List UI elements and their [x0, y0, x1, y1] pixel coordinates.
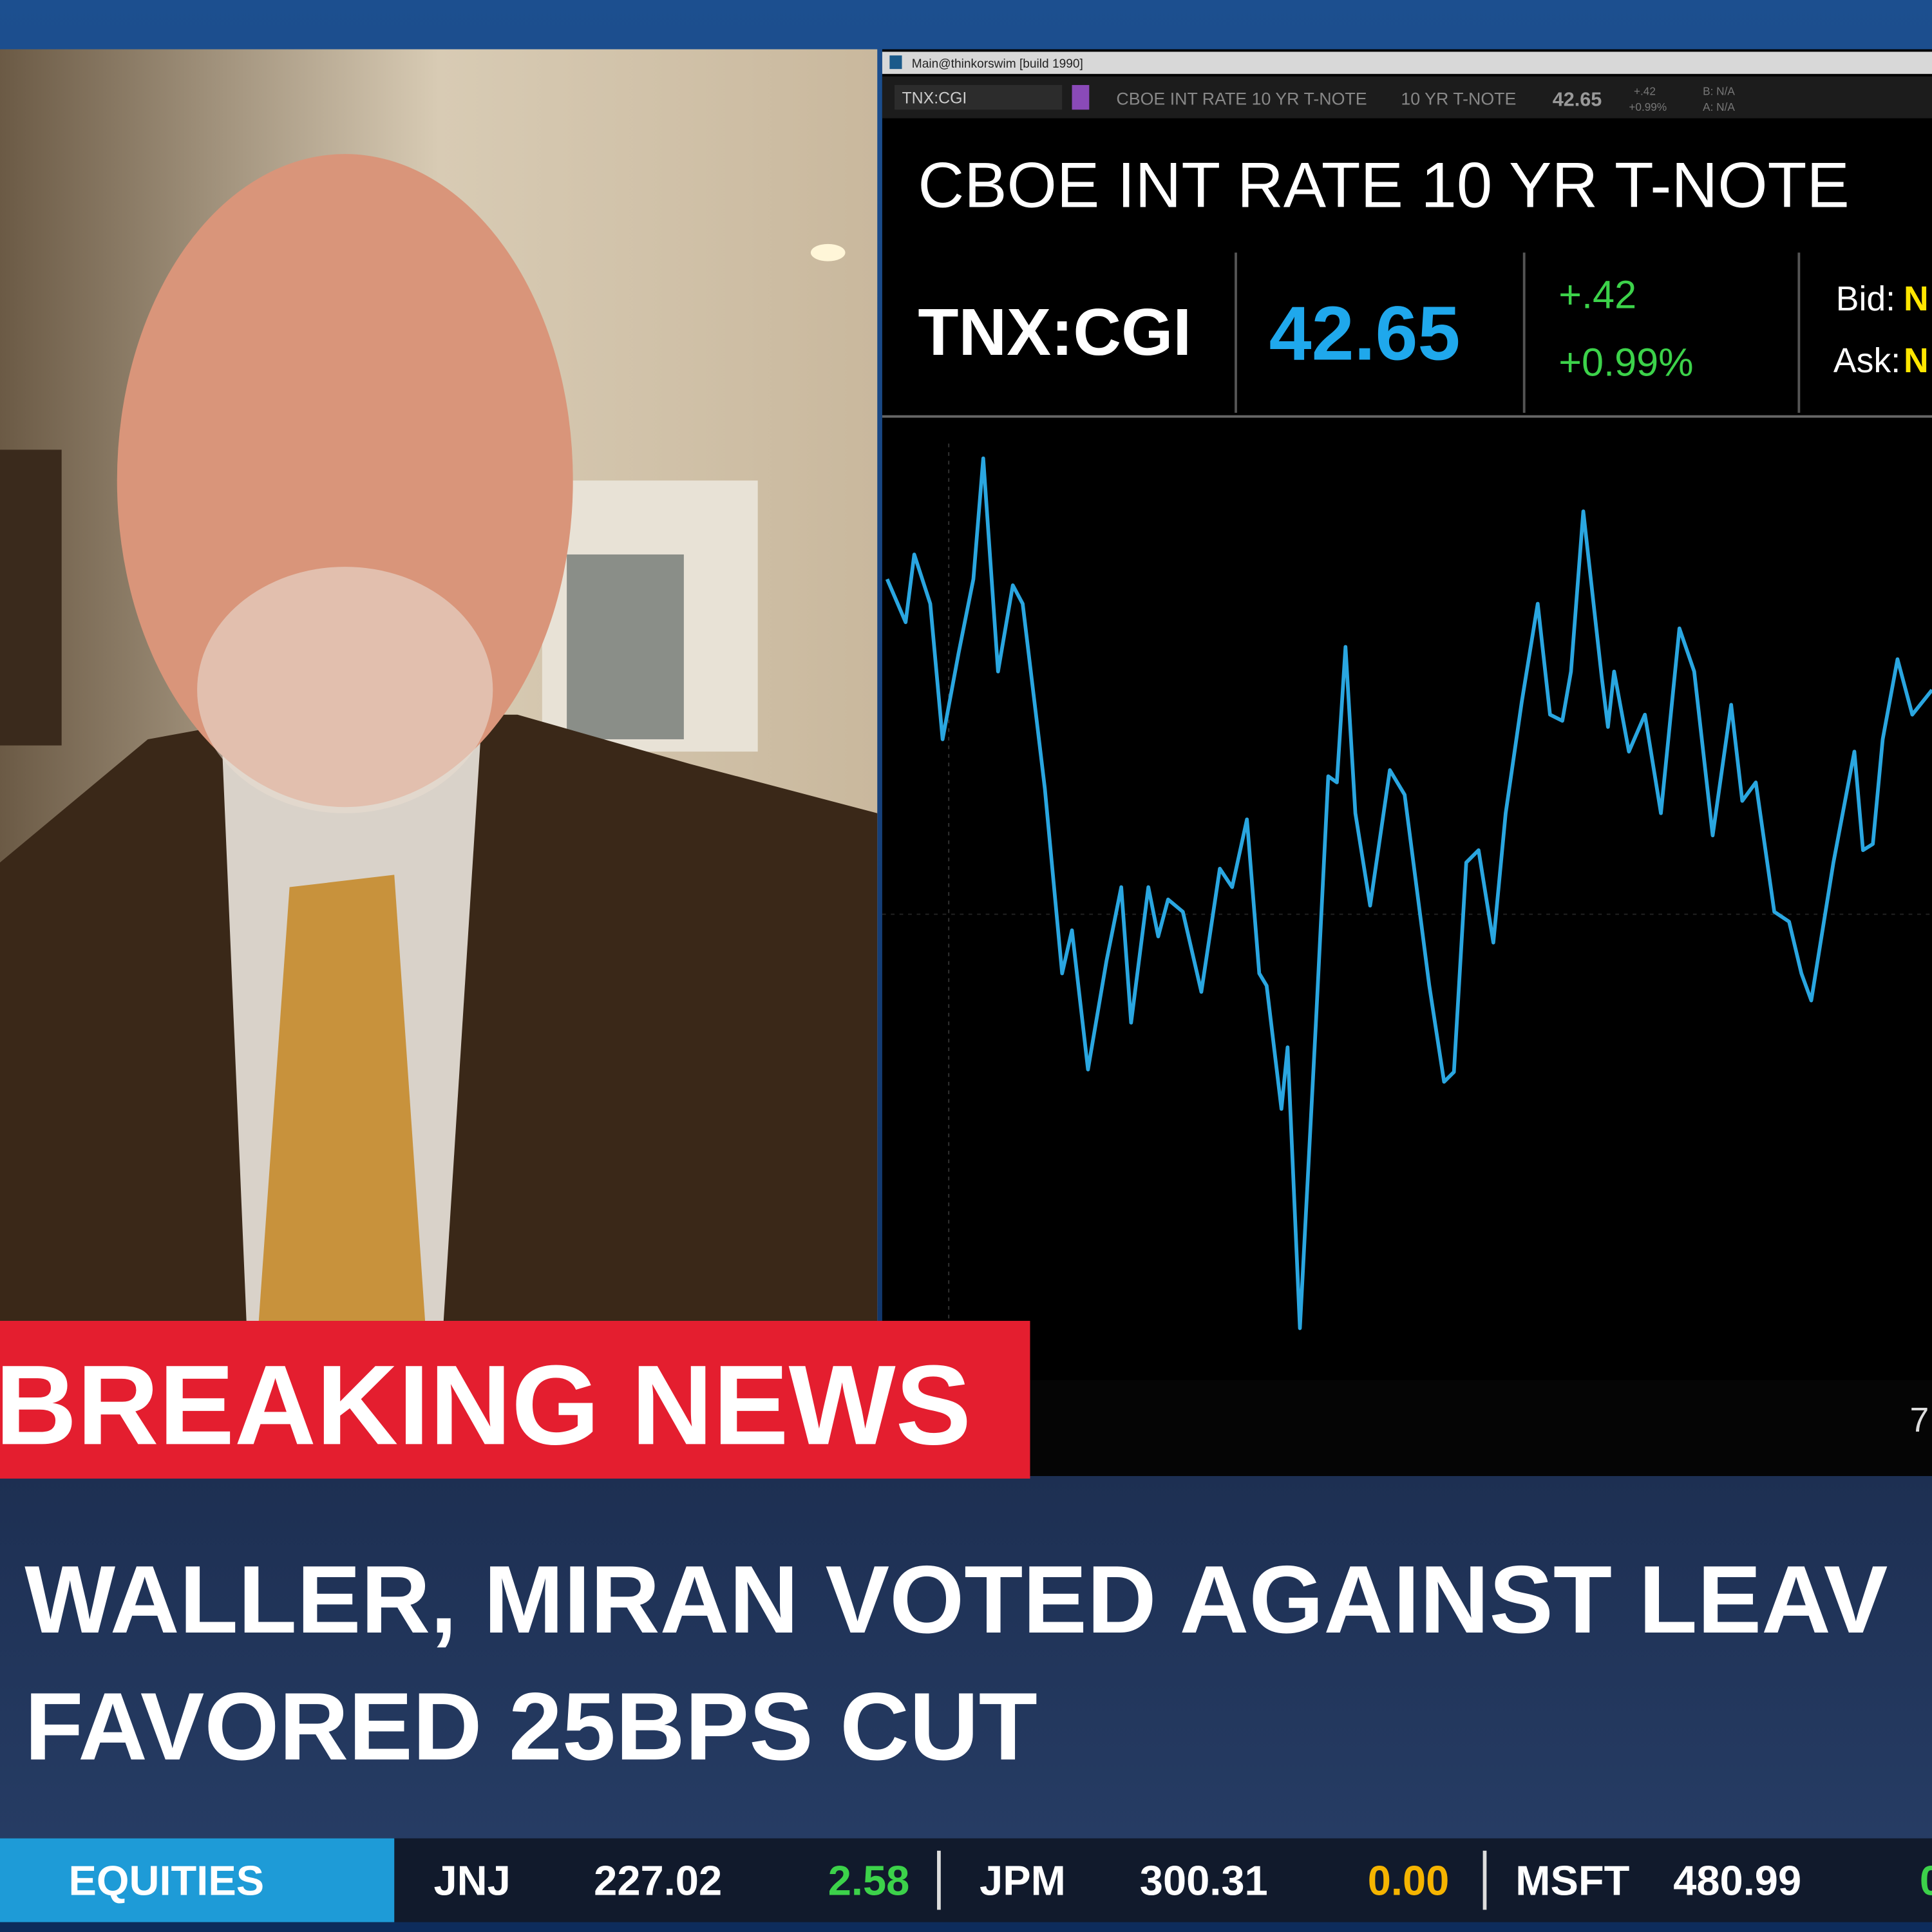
- ticker-price: 300.31: [1140, 1857, 1268, 1904]
- toolbar-description: CBOE INT RATE 10 YR T-NOTE: [1116, 90, 1367, 109]
- ticker-change: 0.: [1920, 1857, 1932, 1904]
- toolbar-symbol: TNX:CGI: [902, 90, 967, 108]
- price-line: [885, 456, 1932, 1331]
- ticker-price: 227.02: [594, 1857, 722, 1904]
- ticker-symbol: JNJ: [433, 1857, 510, 1904]
- lower-third: [0, 1476, 1932, 1839]
- quote-change: +.42: [1558, 272, 1636, 316]
- toolbar-change: +.42: [1634, 84, 1656, 97]
- toolbar-bid: B: N/A: [1703, 84, 1735, 97]
- toolbar-change-pct: +0.99%: [1629, 100, 1667, 113]
- bid-value: N: [1904, 280, 1929, 318]
- breaking-label: BREAKING NEWS: [0, 1342, 971, 1468]
- symbol-box[interactable]: [895, 85, 1063, 110]
- trading-panel: Main@thinkorswim [build 1990] TNX:CGI CB…: [882, 49, 1932, 1477]
- headline-line: FAVORED 25BPS CUT: [24, 1672, 1037, 1780]
- ticker-items: JNJ 227.02 2.58 JPM 300.31 0.00 MSFT 480.99 0.: [433, 1850, 1932, 1910]
- ticker-section-box: [0, 1838, 395, 1922]
- ask-value: N: [1904, 342, 1929, 380]
- ticker-symbol: MSFT: [1515, 1857, 1629, 1904]
- ask-label: Ask:: [1833, 342, 1900, 380]
- headline-line: WALLER, MIRAN VOTED AGAINST LEAV: [24, 1546, 1888, 1653]
- axis-label: 7: [1910, 1401, 1929, 1439]
- video-feed: [0, 49, 878, 1321]
- toolbar-short-name: 10 YR T-NOTE: [1401, 90, 1516, 109]
- toolbar-ask: A: N/A: [1703, 100, 1735, 113]
- ticker-change: 2.58: [828, 1857, 910, 1904]
- bid-label: Bid:: [1836, 280, 1895, 318]
- quote-title: CBOE INT RATE 10 YR T-NOTE: [918, 149, 1849, 221]
- window-title: Main@thinkorswim [build 1990]: [912, 57, 1083, 71]
- quote-change-pct: +0.99%: [1558, 341, 1693, 384]
- ticker-symbol: JPM: [980, 1857, 1066, 1904]
- toolbar-last: 42.65: [1553, 89, 1602, 111]
- breaking-box: [0, 1321, 1030, 1479]
- ticker-price: 480.99: [1673, 1857, 1801, 1904]
- ticker-change: 0.00: [1368, 1857, 1450, 1904]
- quote-symbol: TNX:CGI: [918, 294, 1191, 369]
- ticker-section: EQUITIES: [68, 1857, 264, 1904]
- quote-last: 42.65: [1269, 292, 1461, 377]
